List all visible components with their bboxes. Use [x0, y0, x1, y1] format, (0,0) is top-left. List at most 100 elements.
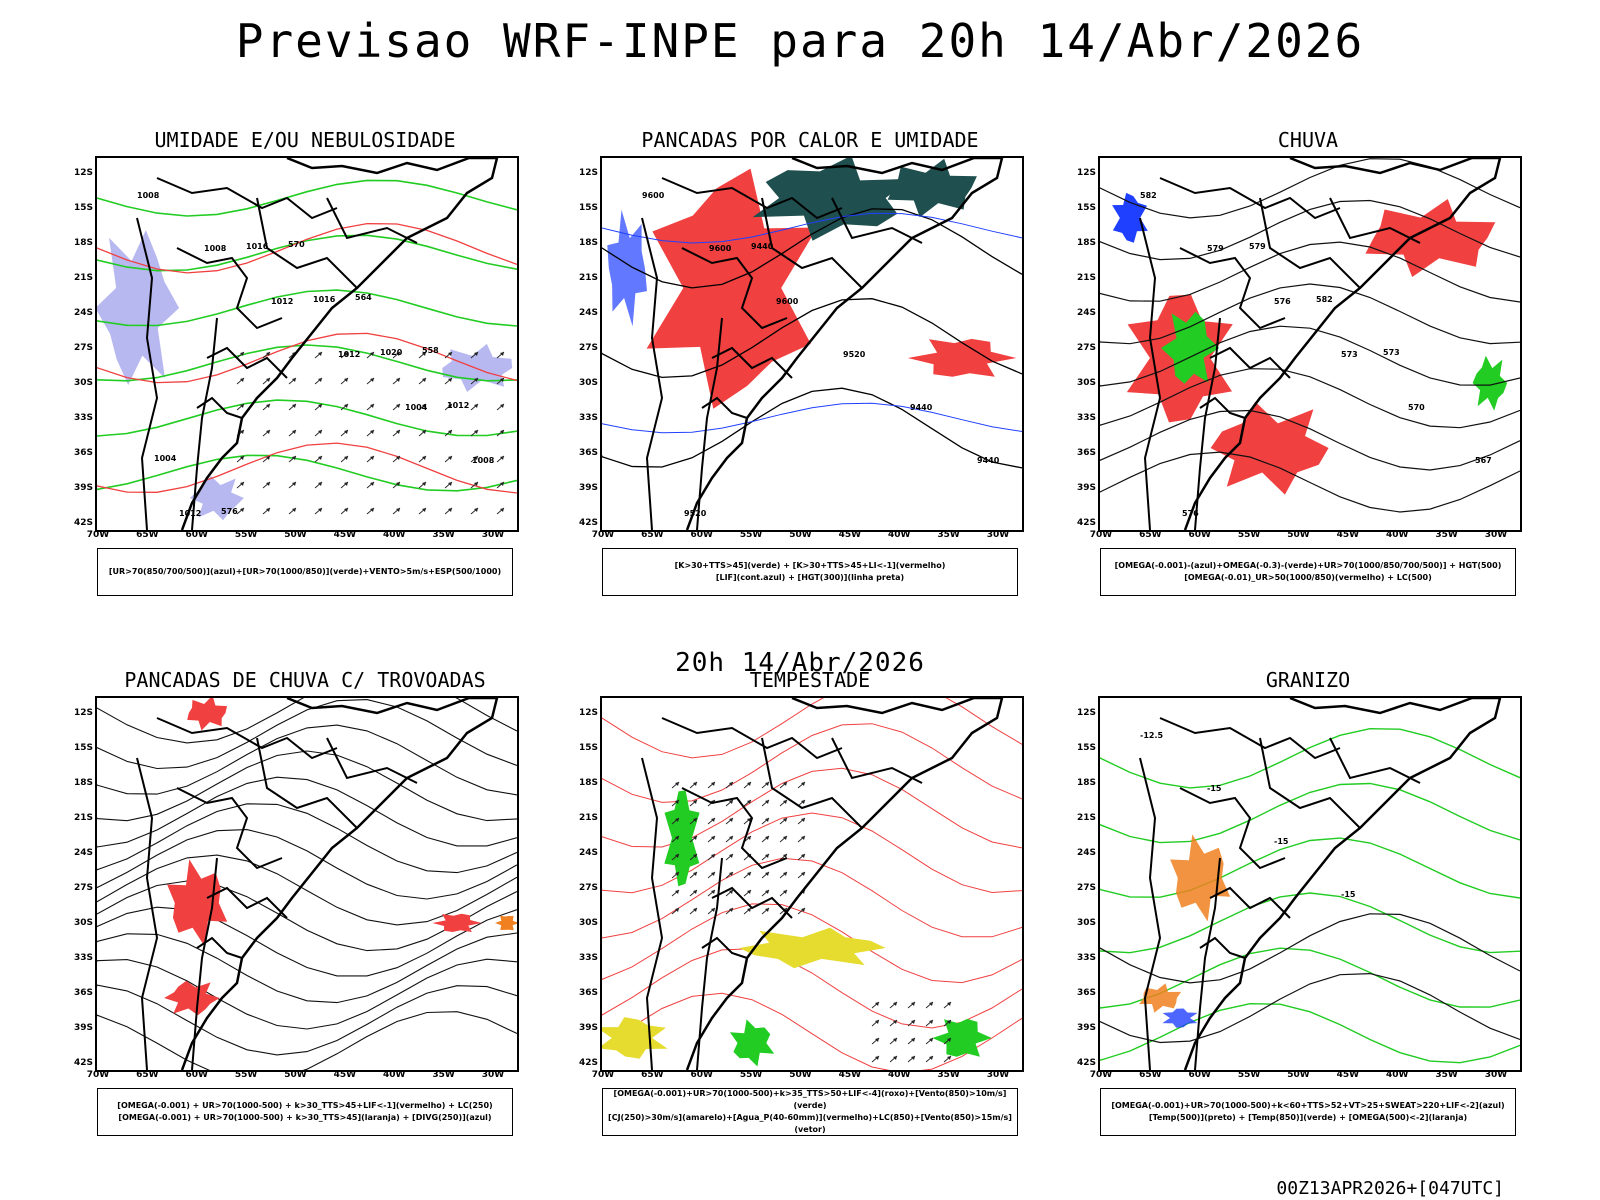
wind-vector — [907, 1037, 916, 1045]
map-plot[interactable]: 582 579 576 573 570 567 576 579 582 573 — [1098, 156, 1522, 532]
lat-tick-label: 36S — [1076, 448, 1096, 458]
omega-area — [1112, 192, 1148, 243]
wind-vector — [743, 799, 752, 807]
wind-vector — [496, 351, 505, 359]
wind-vector — [470, 403, 479, 411]
streamline — [97, 880, 517, 952]
wind-vector — [707, 871, 716, 879]
state-border — [1159, 717, 1341, 760]
lon-tick-label: 35W — [1435, 1070, 1458, 1080]
wind-vector — [340, 507, 349, 515]
wind-vector — [761, 817, 770, 825]
jet-area — [739, 927, 886, 969]
state-border — [206, 346, 288, 379]
lat-tick-label: 21S — [1076, 813, 1096, 823]
wind-vector — [470, 507, 479, 515]
wind-area — [932, 1018, 992, 1057]
wind-vector — [366, 429, 375, 437]
state-border — [256, 737, 358, 829]
panel-title: PANCADAS POR CALOR E UMIDADE — [641, 128, 979, 152]
wind-vector — [907, 1019, 916, 1027]
contour-label: 558 — [422, 346, 439, 355]
state-border — [711, 346, 793, 379]
wind-vector — [779, 817, 788, 825]
map-plot[interactable]: -12.5 -15 -15 -15 — [1098, 696, 1522, 1072]
panel-legend: [OMEGA(-0.001) + UR>70(1000-500) + k>30_… — [97, 1088, 513, 1136]
lat-tick-label: 33S — [1076, 953, 1096, 963]
temp850-contour — [1100, 892, 1520, 954]
lat-tick-label: 33S — [73, 413, 93, 423]
lat-tick-label: 30S — [1076, 918, 1096, 928]
lon-tick-label: 70W — [591, 530, 615, 540]
lon-tick-label: 30W — [1484, 1070, 1508, 1080]
legend-line: [OMEGA(-0.001)+UR>70(1000-500)+k>35_TTS>… — [613, 1089, 1007, 1110]
mid-title: 20h 14/Abr/2026 — [675, 648, 925, 678]
panel-title: CHUVA — [1277, 128, 1339, 152]
wind-vector — [418, 377, 427, 385]
lat-tick-label: 18S — [1076, 238, 1096, 248]
state-border — [1259, 737, 1361, 829]
contour-label: 9440 — [751, 242, 774, 251]
height-contour — [1100, 283, 1520, 345]
streamline — [602, 767, 1022, 849]
lat-tick-label: 24S — [1076, 308, 1096, 318]
wind-vector — [392, 429, 401, 437]
wind-vector — [496, 377, 505, 385]
wind-vector — [889, 1037, 898, 1045]
contour-label: 573 — [1383, 348, 1400, 357]
wind-vector — [314, 481, 323, 489]
map-plot[interactable] — [600, 696, 1024, 1072]
wind-vector — [262, 351, 271, 359]
wind-vector — [689, 871, 698, 879]
storm-area — [164, 980, 220, 1016]
wind-vector — [707, 907, 716, 915]
wind-vector — [366, 403, 375, 411]
lat-tick-label: 39S — [1076, 483, 1096, 493]
streamline — [602, 903, 1022, 984]
lat-tick-label: 36S — [1076, 988, 1096, 998]
run-timestamp: 00Z13APR2026+[047UTC] — [1276, 1178, 1504, 1199]
instability-area — [907, 338, 1017, 377]
wind-vector — [761, 871, 770, 879]
map-plot[interactable] — [95, 696, 519, 1072]
state-border — [761, 737, 863, 829]
wind-vector — [314, 455, 323, 463]
streamline — [97, 776, 517, 848]
wind-vector — [262, 507, 271, 515]
streamline — [97, 698, 517, 744]
contour-label: 1008 — [204, 244, 227, 253]
lat-tick-label: 12S — [1076, 708, 1096, 718]
legend-line: [OMEGA(-0.001) + UR>70(1000-500) + k>30_… — [117, 1101, 493, 1110]
state-border — [156, 717, 338, 760]
lon-tick-label: 70W — [86, 530, 110, 540]
panel-pancadas-trovoadas: PANCADAS DE CHUVA C/ TROVOADAS 12S 15S 18S 2… — [65, 668, 565, 1148]
wind-vector — [725, 853, 734, 861]
wind-vector — [707, 817, 716, 825]
contour-label: 1008 — [137, 191, 160, 200]
wind-vector — [340, 429, 349, 437]
lat-tick-label: 21S — [578, 813, 598, 823]
map-plot[interactable]: 1008 1008 1012 1012 1004 1008 1012 1016 1016 1020… — [95, 156, 519, 532]
lon-tick-label: 65W — [136, 530, 159, 540]
streamline — [602, 723, 1022, 803]
wind-vector — [889, 1055, 898, 1063]
wind-vector — [418, 507, 427, 515]
lat-tick-label: 12S — [1076, 168, 1096, 178]
wind-vector — [671, 799, 680, 807]
wind-vector — [288, 403, 297, 411]
storm-area — [167, 859, 228, 947]
coastline — [685, 698, 1004, 1070]
lon-tick-label: 40W — [888, 530, 911, 540]
wind-vector — [761, 907, 770, 915]
lat-tick-label: 27S — [73, 343, 93, 353]
lat-tick-label: 42S — [578, 518, 598, 528]
panel-chuva: CHUVA 12S 15S 18S 21S 24S 27S 30S 33S 36S 39S 42S 70… — [1068, 128, 1568, 608]
lon-tick-label: 45W — [1336, 530, 1360, 540]
map-plot[interactable]: 9600 9600 9600 9520 9440 9440 9520 9440 — [600, 156, 1024, 532]
height-contour — [1100, 199, 1520, 261]
wind-vector — [943, 1055, 952, 1063]
lat-tick-label: 33S — [578, 413, 598, 423]
wind-vector — [366, 377, 375, 385]
wind-vector — [761, 835, 770, 843]
wind-vector — [288, 481, 297, 489]
